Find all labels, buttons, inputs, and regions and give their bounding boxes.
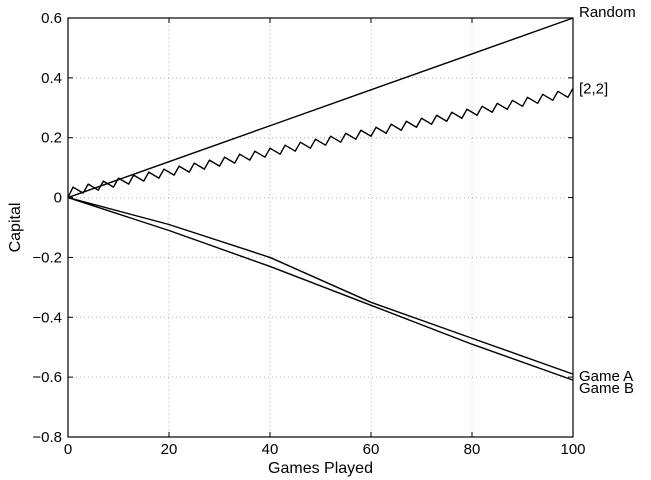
series-line-game-a: [67, 196, 574, 375]
x-tick-label: 20: [161, 441, 178, 458]
x-tick-label: 40: [262, 441, 279, 458]
series-label-random: Random: [579, 4, 636, 21]
y-tick-label: 0.2: [41, 130, 62, 147]
x-tick-label: 80: [464, 441, 481, 458]
x-tick-label: 100: [560, 441, 585, 458]
plot-frame: [67, 17, 574, 438]
x-tick-label: 0: [64, 441, 72, 458]
y-tick-label: −0.4: [32, 309, 62, 326]
series-line-game-b: [67, 196, 574, 381]
y-tick-label: −0.2: [32, 249, 62, 266]
x-axis-label: Games Played: [268, 460, 373, 477]
x-tick-label: 60: [363, 441, 380, 458]
ticks: 0 20 40 60 80 100 −0.8 −0.6 −0.4 −0.2 0 0.2 0.4 0.6: [32, 10, 585, 458]
y-tick-label: 0: [54, 190, 62, 207]
series-line-2-2: [67, 87, 574, 198]
series-label-game-b: Game B: [579, 380, 634, 397]
y-tick-label: −0.6: [32, 369, 62, 386]
grid: [68, 18, 573, 437]
y-tick-label: 0.6: [41, 10, 62, 27]
series-label-2-2: [2,2]: [579, 80, 608, 97]
y-tick-label: −0.8: [32, 429, 62, 446]
series-line-random: [67, 17, 574, 199]
y-axis-label: Capital: [7, 203, 24, 253]
series-lines: [67, 17, 574, 381]
y-tick-label: 0.4: [41, 70, 62, 87]
series-label-game-a: Game A: [579, 368, 633, 385]
